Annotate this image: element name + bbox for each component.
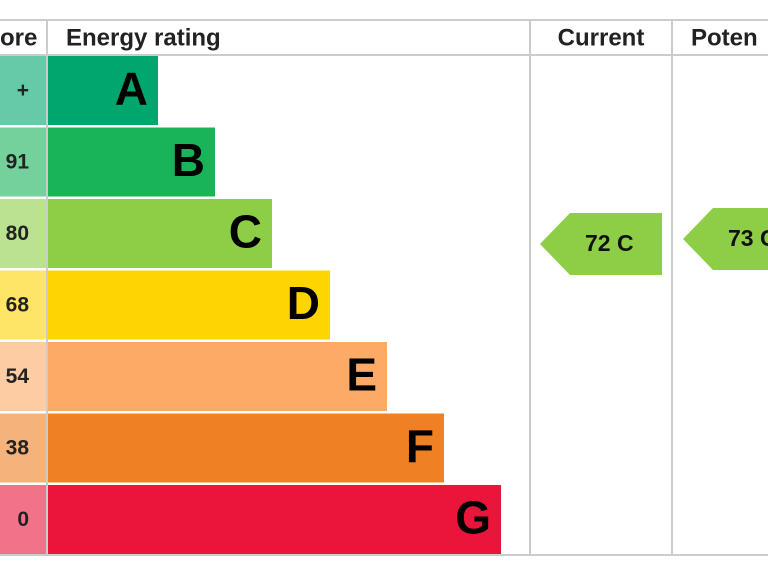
current-pointer — [540, 213, 662, 275]
band-letter: D — [287, 277, 320, 329]
score-label: 80 — [6, 222, 29, 245]
score-label: 91 — [6, 151, 30, 174]
score-header: ore — [0, 24, 37, 51]
rating-band — [48, 56, 158, 125]
rating-header: Energy rating — [66, 24, 221, 51]
band-letter: B — [172, 134, 205, 186]
band-letter: G — [455, 492, 491, 544]
potential-pointer — [683, 208, 768, 270]
score-cell — [0, 56, 46, 125]
rating-band — [48, 127, 215, 197]
score-label: 54 — [6, 365, 30, 388]
score-cell — [0, 413, 46, 483]
current-label: 72 C — [585, 230, 634, 256]
rating-band — [48, 199, 272, 268]
band-letter: A — [115, 63, 148, 115]
band-letter: F — [406, 420, 434, 472]
rating-band — [48, 270, 330, 340]
score-cell — [0, 342, 46, 411]
score-cell — [0, 270, 46, 340]
potential-header: Poten — [691, 24, 758, 51]
score-label: 68 — [6, 294, 30, 317]
current-header: Current — [558, 24, 645, 51]
score-label: 0 — [17, 508, 29, 531]
rating-band — [48, 413, 444, 483]
score-label: 38 — [6, 437, 30, 460]
band-letter: E — [346, 349, 377, 401]
band-letter: C — [229, 206, 262, 258]
rating-band — [48, 485, 501, 554]
score-cell — [0, 485, 46, 554]
score-cell — [0, 127, 46, 197]
potential-label: 73 C — [728, 225, 768, 251]
score-cell — [0, 199, 46, 268]
rating-band — [48, 342, 387, 411]
score-label: + — [17, 79, 29, 102]
